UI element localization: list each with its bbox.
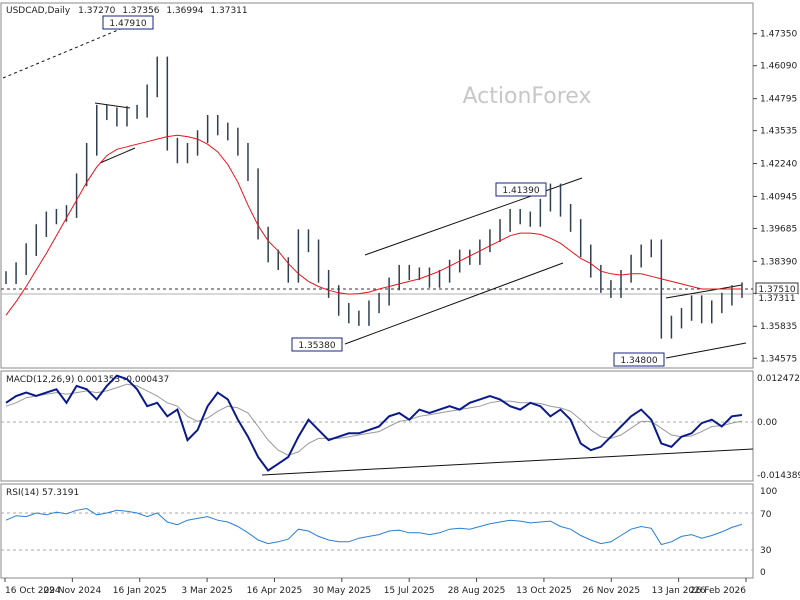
price-panel-frame xyxy=(0,2,754,369)
x-tick-label: 26 Nov 2025 xyxy=(582,586,640,596)
x-tick-label: 28 Aug 2025 xyxy=(448,586,506,596)
level-label-mid-high-text: 1.41390 xyxy=(502,186,539,196)
level-label-mid-high: 1.41390 xyxy=(495,182,547,197)
x-tick-label: 16 Apr 2025 xyxy=(247,586,303,596)
price-title: USDCAD,Daily 1.37270 1.37356 1.36994 1.3… xyxy=(6,6,248,16)
price-y-axis: 1.47350 1.46090 1.44795 1.43535 1.42240 1.409… xyxy=(753,30,797,364)
price-ytick-label: 1.34575 xyxy=(760,354,797,364)
rsi-line xyxy=(5,507,743,546)
rsi-panel-frame xyxy=(0,483,754,579)
price-ytick-label: 1.42240 xyxy=(760,160,797,170)
channel-lower-line xyxy=(344,262,564,345)
watermark: ActionForex xyxy=(463,84,592,109)
price-ytick-label: 1.40945 xyxy=(760,192,797,202)
ohlc-high: 1.37356 xyxy=(122,6,159,16)
macd-ytick-top: 0.012472 xyxy=(757,374,800,384)
x-tick-label: 16 Oct 2024 xyxy=(5,586,61,596)
horizontal-level-badge-text: 1.37510 xyxy=(758,285,795,295)
ohlc-open: 1.37270 xyxy=(78,6,115,16)
ohlc-low: 1.36994 xyxy=(166,6,203,16)
flag-bottom-line xyxy=(99,147,136,164)
price-ytick-label: 1.38390 xyxy=(760,257,797,267)
x-tick-label: 26 Feb 2026 xyxy=(690,586,746,596)
price-ytick-label: 1.39685 xyxy=(760,224,797,234)
x-tick-label: 3 Mar 2025 xyxy=(181,586,232,596)
level-label-low-2-text: 1.34800 xyxy=(620,356,657,366)
rsi-title: RSI(14) 57.3191 xyxy=(6,488,79,498)
recent-channel-upper xyxy=(665,284,743,299)
rsi-ytick-0: 0 xyxy=(760,568,766,578)
price-ytick-label: 1.35835 xyxy=(760,322,797,332)
level-label-low-1-text: 1.35380 xyxy=(298,341,335,351)
macd-signal-line xyxy=(5,383,743,456)
price-ytick-label: 1.46090 xyxy=(760,62,797,72)
macd-panel-frame xyxy=(0,370,754,482)
macd-ytick-bottom: -0.014389 xyxy=(757,471,800,481)
symbol-title: USDCAD,Daily xyxy=(6,6,71,16)
price-bars xyxy=(5,56,743,339)
current-price-badge-text: 1.37311 xyxy=(758,294,795,304)
sma-line xyxy=(5,134,742,316)
macd-ytick-zero: 0.00 xyxy=(757,418,777,428)
macd-line xyxy=(5,374,743,472)
level-label-low-1: 1.35380 xyxy=(291,337,343,352)
x-tick-label: 13 Jan 2026 xyxy=(652,586,706,596)
recent-channel-lower xyxy=(665,342,747,359)
macd-title: MACD(12,26,9) 0.001353 -0.000437 xyxy=(6,375,169,385)
x-tick-label: 29 Nov 2024 xyxy=(44,586,102,596)
flag-top-line xyxy=(94,102,131,109)
level-label-high: 1.47910 xyxy=(102,15,154,30)
price-ytick-label: 1.43535 xyxy=(760,127,797,137)
x-tick-label: 30 May 2025 xyxy=(312,586,371,596)
current-price-badge: 1.37311 xyxy=(756,294,798,304)
rsi-ytick-70: 70 xyxy=(760,510,772,520)
macd-trend-line xyxy=(261,448,754,476)
x-tick-label: 16 Jan 2025 xyxy=(113,586,167,596)
level-label-low-2: 1.34800 xyxy=(613,352,665,367)
rsi-ytick-30: 30 xyxy=(760,546,772,556)
price-ytick-label: 1.44795 xyxy=(760,95,797,105)
price-ytick-label: 1.47350 xyxy=(760,30,797,40)
x-tick-label: 15 Jul 2025 xyxy=(384,586,435,596)
rsi-ytick-100: 100 xyxy=(760,487,777,497)
trend-line-upper-left xyxy=(2,19,143,79)
x-tick-label: 13 Oct 2025 xyxy=(516,586,572,596)
ohlc-close: 1.37311 xyxy=(210,6,247,16)
level-label-high-text: 1.47910 xyxy=(109,19,146,29)
